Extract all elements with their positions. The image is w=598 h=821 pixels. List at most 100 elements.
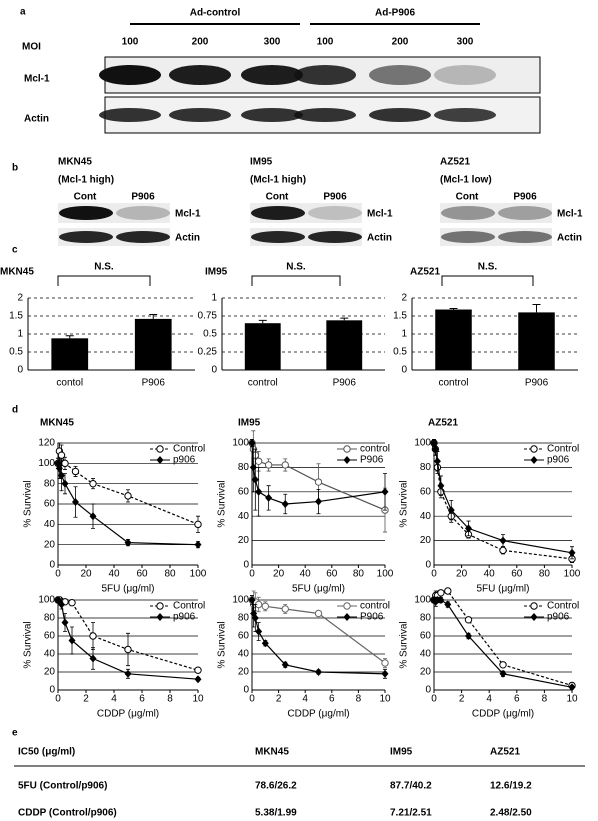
- x-tick-label: 4: [486, 694, 492, 705]
- blot-band: [308, 231, 362, 243]
- point: [58, 600, 65, 609]
- y-tick-label: 0: [425, 560, 431, 571]
- y-tick-label: 1: [401, 329, 407, 340]
- x-tick-label: 0: [431, 694, 437, 705]
- lane-label: Cont: [266, 192, 289, 203]
- x-tick-label: 10: [379, 694, 391, 705]
- y-tick-label: 0: [401, 365, 407, 376]
- legend-marker: [343, 445, 351, 453]
- group-label: Ad-P906: [375, 8, 415, 19]
- row-label: Mcl-1: [557, 209, 583, 220]
- point: [194, 520, 202, 529]
- chart-title: MKN45: [40, 418, 74, 429]
- x-tick-label: 10: [192, 694, 204, 705]
- y-tick-label: 80: [44, 613, 56, 624]
- blot-band: [308, 206, 362, 220]
- x-tick-label: 0: [431, 569, 437, 580]
- point: [381, 669, 389, 678]
- lane-label: P906: [131, 192, 155, 203]
- point: [251, 475, 259, 484]
- error-bar: [65, 335, 74, 339]
- y-tick-label: 0: [425, 685, 431, 696]
- y-tick-label: 0.5: [203, 329, 217, 340]
- series-line: [433, 442, 573, 560]
- lane-label: Cont: [74, 192, 97, 203]
- point: [61, 479, 69, 488]
- x-tick-label: control: [248, 378, 278, 389]
- y-tick-label: 60: [44, 631, 56, 642]
- blot-band: [251, 206, 305, 220]
- blot-band: [169, 108, 231, 122]
- point: [261, 602, 269, 610]
- point: [568, 548, 576, 557]
- x-tick-label: 6: [329, 694, 335, 705]
- blot-title: IM95: [250, 157, 273, 168]
- point: [61, 459, 69, 468]
- point: [381, 487, 389, 496]
- legend-label: P906: [360, 612, 384, 623]
- row-label: Mcl-1: [175, 209, 201, 220]
- legend-label: control: [360, 444, 390, 455]
- y-tick-label: 20: [44, 539, 56, 550]
- blot-band: [169, 65, 231, 85]
- y-tick-label: 1.5: [393, 311, 407, 322]
- y-tick-label: 0: [17, 365, 23, 376]
- y-tick-label: 40: [238, 511, 250, 522]
- y-tick-label: 80: [420, 462, 432, 473]
- y-tick-label: 80: [420, 613, 432, 624]
- error-bar: [532, 303, 541, 313]
- legend-label: p906: [173, 612, 196, 623]
- x-tick-label: 60: [136, 569, 148, 580]
- blot-band: [434, 108, 496, 122]
- legend-label: Control: [547, 444, 579, 455]
- table-cell: CDDP (Control/p906): [18, 808, 117, 819]
- point: [255, 627, 263, 636]
- point: [71, 467, 80, 476]
- y-tick-label: 1: [211, 293, 217, 304]
- point: [89, 632, 97, 640]
- y-tick-label: 60: [238, 486, 250, 497]
- point: [437, 596, 445, 604]
- x-axis-label: 5FU (μg/ml): [292, 584, 345, 595]
- table-header: MKN45: [255, 747, 289, 758]
- bar: [51, 338, 89, 370]
- y-tick-label: 20: [44, 667, 56, 678]
- blot-band: [59, 206, 113, 220]
- blot-title: MKN45: [58, 157, 92, 168]
- blot-band: [498, 231, 552, 243]
- point: [194, 666, 202, 674]
- y-tick-label: 60: [420, 486, 432, 497]
- legend-marker: [343, 613, 351, 621]
- point: [568, 683, 576, 692]
- point: [194, 540, 202, 549]
- table-cell: 2.48/2.50: [490, 808, 532, 819]
- group-label: Ad-control: [190, 8, 241, 19]
- table-cell: 7.21/2.51: [390, 808, 432, 819]
- table-header: IM95: [390, 747, 413, 758]
- point: [499, 546, 507, 555]
- x-tick-label: 100: [190, 569, 207, 580]
- blot-band: [251, 231, 305, 243]
- y-tick-label: 20: [420, 535, 432, 546]
- x-tick-label: 100: [377, 569, 394, 580]
- point: [437, 481, 445, 490]
- legend-marker: [343, 456, 351, 464]
- point: [68, 636, 76, 645]
- x-tick-label: 80: [539, 569, 551, 580]
- point: [264, 461, 273, 469]
- blot-band: [99, 65, 161, 85]
- point: [433, 457, 441, 466]
- blot-band: [294, 65, 356, 85]
- y-tick-label: 40: [44, 519, 56, 530]
- point: [315, 668, 322, 676]
- y-tick-label: 1: [17, 329, 23, 340]
- annotation: N.S.: [94, 262, 114, 273]
- blot-band: [441, 206, 495, 220]
- y-tick-label: 80: [238, 613, 250, 624]
- blot-band: [498, 206, 552, 220]
- legend-marker: [156, 445, 164, 453]
- y-axis-label: % Survival: [23, 621, 34, 668]
- x-tick-label: contol: [56, 378, 83, 389]
- x-tick-label: 8: [167, 694, 173, 705]
- panel-label: e: [12, 728, 18, 739]
